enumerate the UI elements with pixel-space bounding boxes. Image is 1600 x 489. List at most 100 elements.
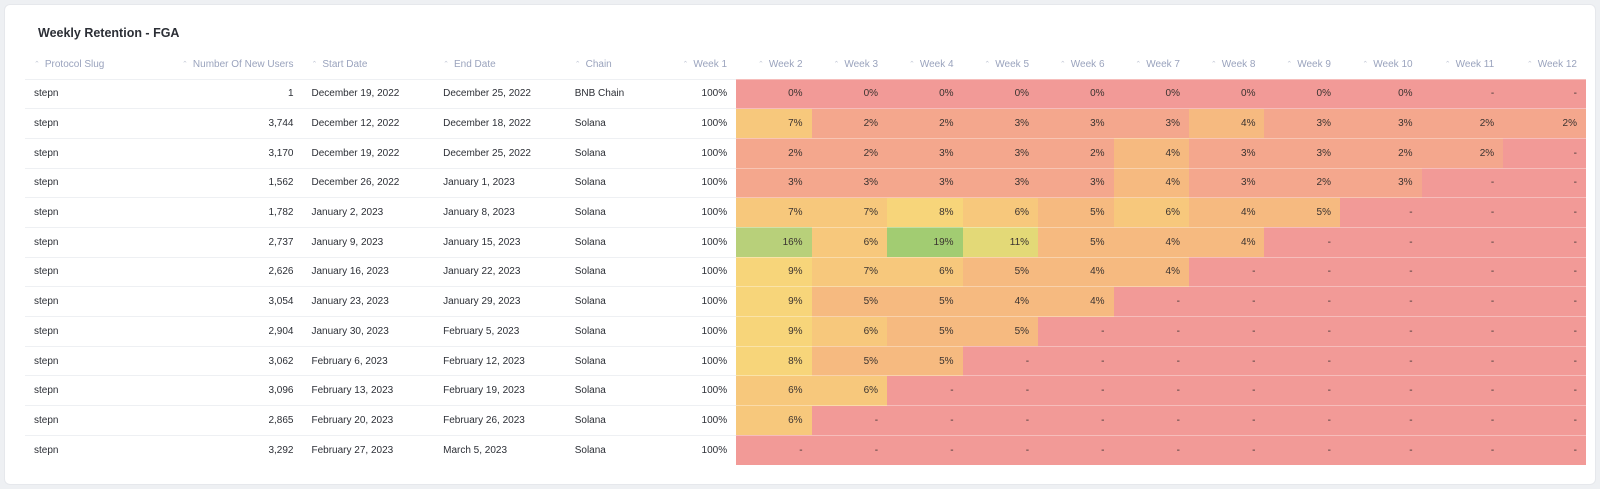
cell-end-date: March 5, 2023 xyxy=(434,434,566,465)
column-header-number-of-new-users[interactable]: ⌃ Number Of New Users xyxy=(154,51,303,79)
cell-week-11: - xyxy=(1421,226,1504,258)
cell-week-10: - xyxy=(1339,405,1422,436)
cell-week-4: - xyxy=(887,405,963,436)
cell-week-1: 100% xyxy=(649,137,737,169)
sort-icon: ⌃ xyxy=(34,61,40,69)
column-header-week-12[interactable]: ⌃ Week 12 xyxy=(1503,51,1586,79)
cell-week-5: 5% xyxy=(962,256,1039,287)
cell-week-4: 8% xyxy=(887,197,963,228)
cell-week-4: 5% xyxy=(887,345,963,376)
cell-week-10: - xyxy=(1339,375,1422,406)
cell-week-5: 11% xyxy=(962,226,1039,258)
cell-end-date: February 12, 2023 xyxy=(434,345,566,376)
cell-week-1: 100% xyxy=(649,197,737,228)
cell-week-3: 2% xyxy=(811,137,888,169)
cell-week-6: 0% xyxy=(1038,78,1114,109)
cell-week-6: - xyxy=(1038,375,1114,406)
cell-week-2: 6% xyxy=(736,375,812,406)
cell-week-9: - xyxy=(1264,316,1340,347)
table-row: stepn 1 December 19, 2022 December 25, 2022… xyxy=(25,78,1586,109)
cell-week-12: - xyxy=(1503,137,1586,169)
cell-week-4: 6% xyxy=(887,256,963,287)
column-header-week-2[interactable]: ⌃ Week 2 xyxy=(736,51,811,79)
table-row: stepn 3,170 December 19, 2022 December 25, … xyxy=(25,137,1586,169)
cell-week-11: - xyxy=(1421,434,1504,465)
column-header-label: Week 12 xyxy=(1537,59,1577,71)
cell-week-6: - xyxy=(1038,405,1114,436)
cell-week-9: 0% xyxy=(1264,78,1340,109)
cell-week-4: 5% xyxy=(887,316,963,347)
cell-week-11: - xyxy=(1421,286,1504,317)
column-header-week-8[interactable]: ⌃ Week 8 xyxy=(1189,51,1264,79)
column-header-week-6[interactable]: ⌃ Week 6 xyxy=(1038,51,1113,79)
cell-end-date: January 1, 2023 xyxy=(434,167,566,198)
cell-protocol-slug: stepn xyxy=(25,286,154,317)
cell-start-date: December 19, 2022 xyxy=(302,137,435,169)
cell-new-users: 2,865 xyxy=(153,405,303,436)
cell-week-7: 0% xyxy=(1113,78,1189,109)
column-header-start-date[interactable]: ⌃ Start Date xyxy=(303,51,435,79)
column-header-week-1[interactable]: ⌃ Week 1 xyxy=(649,51,736,79)
column-header-week-4[interactable]: ⌃ Week 4 xyxy=(887,51,962,79)
cell-week-7: 4% xyxy=(1113,256,1189,287)
column-header-week-11[interactable]: ⌃ Week 11 xyxy=(1422,51,1504,79)
cell-week-8: - xyxy=(1189,256,1265,287)
cell-protocol-slug: stepn xyxy=(25,78,154,109)
cell-end-date: February 19, 2023 xyxy=(434,375,566,406)
cell-start-date: December 26, 2022 xyxy=(302,167,435,198)
cell-week-2: 2% xyxy=(736,137,812,169)
column-header-week-10[interactable]: ⌃ Week 10 xyxy=(1340,51,1422,79)
cell-week-5: 3% xyxy=(962,167,1039,198)
cell-week-7: - xyxy=(1113,375,1189,406)
cell-week-8: 4% xyxy=(1189,197,1265,228)
cell-start-date: January 23, 2023 xyxy=(302,286,435,317)
column-header-end-date[interactable]: ⌃ End Date xyxy=(434,51,566,79)
table-row: stepn 3,054 January 23, 2023 January 29, 20… xyxy=(25,286,1586,317)
cell-end-date: January 29, 2023 xyxy=(434,286,566,317)
column-header-label: Week 10 xyxy=(1373,59,1413,71)
cell-end-date: January 15, 2023 xyxy=(434,226,566,258)
cell-week-6: - xyxy=(1038,316,1114,347)
cell-start-date: December 12, 2022 xyxy=(302,108,435,139)
cell-week-5: - xyxy=(962,405,1039,436)
sort-icon: ⌃ xyxy=(1210,61,1217,69)
cell-week-1: 100% xyxy=(649,256,737,287)
column-header-week-9[interactable]: ⌃ Week 9 xyxy=(1264,51,1339,79)
cell-week-10: 3% xyxy=(1339,108,1422,139)
table-row: stepn 1,562 December 26, 2022 January 1, 20… xyxy=(25,167,1586,198)
cell-end-date: December 25, 2022 xyxy=(434,78,566,109)
cell-week-4: - xyxy=(887,434,963,465)
cell-chain: Solana xyxy=(565,137,650,169)
cell-chain: Solana xyxy=(565,286,650,317)
cell-week-9: 3% xyxy=(1264,108,1340,139)
column-header-protocol-slug[interactable]: ⌃ Protocol Slug xyxy=(25,51,154,79)
cell-week-12: - xyxy=(1503,167,1586,198)
cell-end-date: December 25, 2022 xyxy=(434,137,566,169)
cell-week-3: 6% xyxy=(811,375,888,406)
table-row: stepn 3,292 February 27, 2023 March 5, 2023… xyxy=(25,434,1586,465)
cell-new-users: 3,096 xyxy=(153,375,303,406)
cell-week-3: 5% xyxy=(811,345,888,376)
column-header-week-7[interactable]: ⌃ Week 7 xyxy=(1114,51,1189,79)
column-header-label: Start Date xyxy=(322,59,368,71)
column-header-week-3[interactable]: ⌃ Week 3 xyxy=(812,51,887,79)
column-header-chain[interactable]: ⌃ Chain xyxy=(566,51,650,79)
cell-week-9: 5% xyxy=(1264,197,1340,228)
column-header-label: Week 11 xyxy=(1455,59,1495,71)
cell-week-4: 3% xyxy=(887,137,963,169)
cell-week-12: - xyxy=(1503,375,1586,406)
cell-chain: BNB Chain xyxy=(565,78,650,109)
cell-week-5: - xyxy=(962,434,1039,465)
column-header-week-5[interactable]: ⌃ Week 5 xyxy=(963,51,1038,79)
cell-week-1: 100% xyxy=(649,434,737,465)
cell-week-8: 3% xyxy=(1189,167,1265,198)
cell-week-2: - xyxy=(736,434,812,465)
cell-week-8: - xyxy=(1189,345,1265,376)
cell-week-9: - xyxy=(1264,286,1340,317)
cell-week-2: 16% xyxy=(736,226,812,258)
column-header-label: Chain xyxy=(585,59,612,71)
cell-week-5: 3% xyxy=(962,137,1039,169)
cell-week-3: 6% xyxy=(811,226,888,258)
table-row: stepn 3,744 December 12, 2022 December 18, … xyxy=(25,108,1586,139)
cell-week-7: - xyxy=(1113,434,1189,465)
